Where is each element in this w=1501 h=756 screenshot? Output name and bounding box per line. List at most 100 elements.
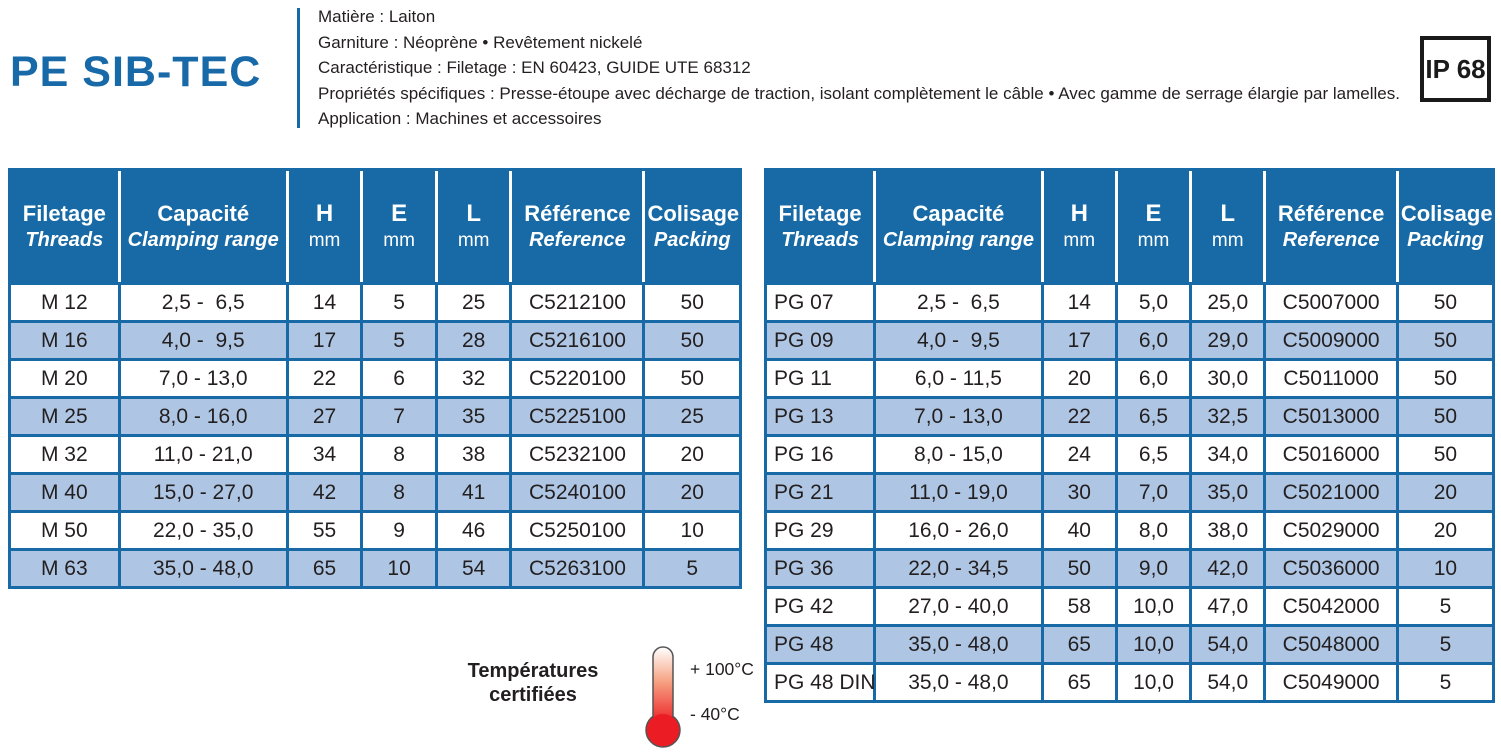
- table-cell: M 25: [8, 396, 121, 437]
- table-cell: 10,0: [1114, 586, 1193, 627]
- table-cell: PG 13: [763, 396, 877, 437]
- table-row: PG 16 8,0 - 15,0 24 6,5 34,0 C5016000 50: [763, 434, 1496, 475]
- table-cell: 5: [642, 548, 742, 589]
- table-cell: 25: [642, 396, 742, 437]
- table-cell: 5: [1395, 586, 1496, 627]
- temperatures-label-line1: Températures: [467, 660, 599, 682]
- table-cell: PG 42: [763, 586, 877, 627]
- col-header-reference: Référence Reference: [509, 168, 644, 285]
- table-cell: M 32: [8, 434, 121, 475]
- table-cell: 65: [285, 548, 364, 589]
- table-cell: 22: [1040, 396, 1118, 437]
- table-cell: 9: [360, 510, 438, 551]
- table-cell: C5011000: [1263, 358, 1399, 399]
- table-cell: C5016000: [1263, 434, 1399, 475]
- table-row: M 16 4,0 - 9,5 17 5 28 C5216100 50: [8, 320, 742, 361]
- table-cell: 40: [1040, 510, 1118, 551]
- table-cell: 15,0 - 27,0: [117, 472, 289, 513]
- table-row: PG 48 35,0 - 48,0 65 10,0 54,0 C5048000 5: [763, 624, 1496, 665]
- table-cell: 7,0 - 13,0: [873, 396, 1044, 437]
- detail-line-application: Application : Machines et accessoires: [318, 109, 602, 128]
- table-cell: 25: [434, 282, 513, 323]
- header-divider: [297, 8, 300, 128]
- table-cell: 38: [434, 434, 513, 475]
- table-cell: 20: [1040, 358, 1118, 399]
- table-cell: 16,0 - 26,0: [873, 510, 1044, 551]
- table-cell: 14: [1040, 282, 1118, 323]
- col-header-capacite: Capacité Clamping range: [873, 168, 1043, 285]
- table-cell: C5049000: [1263, 662, 1399, 703]
- table-cell: 22,0 - 34,5: [873, 548, 1044, 589]
- col-header-colisage: Colisage Packing: [642, 168, 741, 285]
- product-details: Matière : Laiton Garniture : Néoprène • …: [318, 4, 1400, 132]
- table-cell: 22,0 - 35,0: [117, 510, 289, 551]
- table-cell: 17: [1040, 320, 1118, 361]
- table-cell: 5: [360, 320, 438, 361]
- table-cell: C5021000: [1263, 472, 1399, 513]
- table-cell: M 40: [8, 472, 121, 513]
- table-cell: 30: [1040, 472, 1118, 513]
- table-cell: 20: [642, 472, 742, 513]
- table-cell: 10,0: [1114, 662, 1193, 703]
- table-cell: 41: [434, 472, 513, 513]
- col-header-h: H mm: [285, 168, 362, 285]
- table-cell: C5013000: [1263, 396, 1399, 437]
- table-cell: 25,0: [1189, 282, 1267, 323]
- ip-rating-label: IP 68: [1425, 53, 1486, 84]
- table-cell: 50: [1395, 396, 1496, 437]
- table-cell: 50: [642, 358, 742, 399]
- table-row: PG 36 22,0 - 34,5 50 9,0 42,0 C5036000 10: [763, 548, 1496, 589]
- table-cell: C5225100: [509, 396, 646, 437]
- table-cell: C5240100: [509, 472, 646, 513]
- table-cell: C5212100: [509, 282, 646, 323]
- table-row: PG 21 11,0 - 19,0 30 7,0 35,0 C5021000 20: [763, 472, 1496, 513]
- table-cell: 11,0 - 19,0: [873, 472, 1044, 513]
- table-cell: PG 11: [763, 358, 877, 399]
- table-row: M 50 22,0 - 35,0 55 9 46 C5250100 10: [8, 510, 742, 551]
- table-cell: M 50: [8, 510, 121, 551]
- table-cell: 8,0 - 15,0: [873, 434, 1044, 475]
- table-cell: 6,0 - 11,5: [873, 358, 1044, 399]
- table-row: M 32 11,0 - 21,0 34 8 38 C5232100 20: [8, 434, 742, 475]
- table-cell: PG 36: [763, 548, 877, 589]
- temperature-min: - 40°C: [690, 704, 740, 724]
- table-cell: 50: [1395, 358, 1496, 399]
- col-header-h: H mm: [1040, 168, 1117, 285]
- table-cell: 20: [1395, 510, 1496, 551]
- table-row: M 12 2,5 - 6,5 14 5 25 C5212100 50: [8, 282, 742, 323]
- table-row: M 25 8,0 - 16,0 27 7 35 C5225100 25: [8, 396, 742, 437]
- table-row: M 20 7,0 - 13,0 22 6 32 C5220100 50: [8, 358, 742, 399]
- table-cell: PG 16: [763, 434, 877, 475]
- detail-line-caracteristique: Caractéristique : Filetage : EN 60423, G…: [318, 58, 751, 77]
- table-cell: 27,0 - 40,0: [873, 586, 1044, 627]
- table-cell: 35,0 - 48,0: [873, 624, 1044, 665]
- table-cell: 8,0 - 16,0: [117, 396, 289, 437]
- detail-line-proprietes: Propriétés spécifiques : Presse-étoupe a…: [318, 83, 1400, 103]
- table-cell: 50: [642, 282, 742, 323]
- temperature-max: + 100°C: [690, 659, 754, 679]
- product-title: PE SIB-TEC: [10, 48, 262, 96]
- table-cell: C5216100: [509, 320, 646, 361]
- table-cell: 54: [434, 548, 513, 589]
- table-cell: 11,0 - 21,0: [117, 434, 289, 475]
- table-cell: 10,0: [1114, 624, 1193, 665]
- table-cell: 38,0: [1189, 510, 1267, 551]
- thermometer-icon: [645, 646, 681, 748]
- table-header-row: Filetage Threads Capacité Clamping range…: [8, 168, 741, 285]
- table-cell: 17: [285, 320, 364, 361]
- table-cell: 65: [1040, 624, 1118, 665]
- table-cell: 20: [642, 434, 742, 475]
- col-header-e: E mm: [1114, 168, 1191, 285]
- table-row: PG 42 27,0 - 40,0 58 10,0 47,0 C5042000 5: [763, 586, 1496, 627]
- table-cell: 32: [434, 358, 513, 399]
- table-cell: 14: [285, 282, 364, 323]
- table-cell: 4,0 - 9,5: [873, 320, 1044, 361]
- table-cell: 50: [1395, 320, 1496, 361]
- table-cell: 29,0: [1189, 320, 1267, 361]
- table-cell: M 20: [8, 358, 121, 399]
- col-header-l: L mm: [1189, 168, 1265, 285]
- table-row: M 40 15,0 - 27,0 42 8 41 C5240100 20: [8, 472, 742, 513]
- table-cell: 6,5: [1114, 396, 1193, 437]
- col-header-colisage: Colisage Packing: [1395, 168, 1494, 285]
